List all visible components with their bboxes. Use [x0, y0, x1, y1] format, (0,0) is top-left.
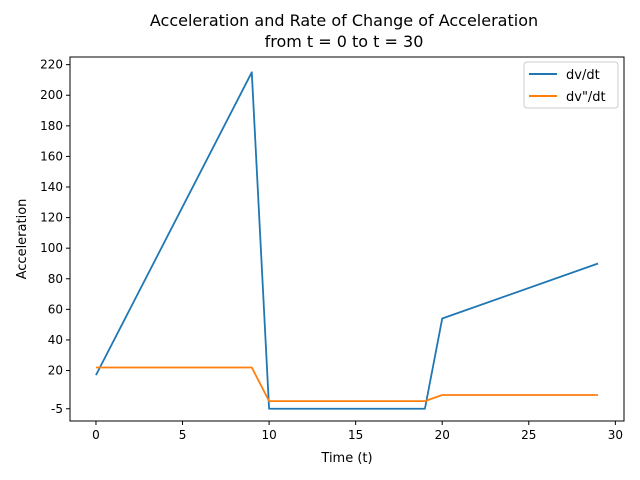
x-tick-label: 25	[521, 428, 536, 442]
chart-title: Acceleration and Rate of Change of Accel…	[150, 11, 538, 30]
x-axis: 0 5 10 15 20 25 30	[92, 421, 623, 442]
x-tick-label: 0	[92, 428, 100, 442]
y-axis: -5 20 40 60 80 100 120 140 160 180 200 220	[40, 58, 70, 416]
y-tick-label: 220	[40, 58, 63, 72]
series-line-dv-double-prime-dt	[95, 366, 599, 403]
y-tick-label: 20	[48, 364, 63, 378]
chart-title-group: Acceleration and Rate of Change of Accel…	[150, 11, 538, 51]
x-tick-label: 30	[608, 428, 623, 442]
y-tick-label: -5	[51, 402, 63, 416]
y-tick-label: 200	[40, 88, 63, 102]
series-layer	[95, 71, 599, 410]
x-tick-label: 20	[435, 428, 450, 442]
y-tick-label: 120	[40, 211, 63, 225]
legend-label-dv-double-prime-dt: dv"/dt	[566, 90, 606, 105]
x-axis-label: Time (t)	[320, 451, 372, 466]
x-tick-label: 10	[261, 428, 276, 442]
x-tick-label: 15	[348, 428, 363, 442]
y-tick-label: 80	[48, 272, 63, 286]
y-tick-label: 40	[48, 333, 63, 347]
legend: dv/dt dv"/dt	[523, 61, 619, 109]
series-line-dv-dt	[95, 71, 599, 410]
y-tick-label: 180	[40, 119, 63, 133]
y-tick-label: 60	[48, 302, 63, 316]
chart-subtitle: from t = 0 to t = 30	[265, 32, 424, 51]
plot-area-frame	[69, 56, 625, 422]
x-tick-label: 5	[179, 428, 187, 442]
y-tick-label: 100	[40, 241, 63, 255]
y-tick-label: 160	[40, 149, 63, 163]
y-axis-label: Acceleration	[15, 199, 30, 280]
legend-label-dv-dt: dv/dt	[566, 68, 600, 83]
y-tick-label: 140	[40, 180, 63, 194]
